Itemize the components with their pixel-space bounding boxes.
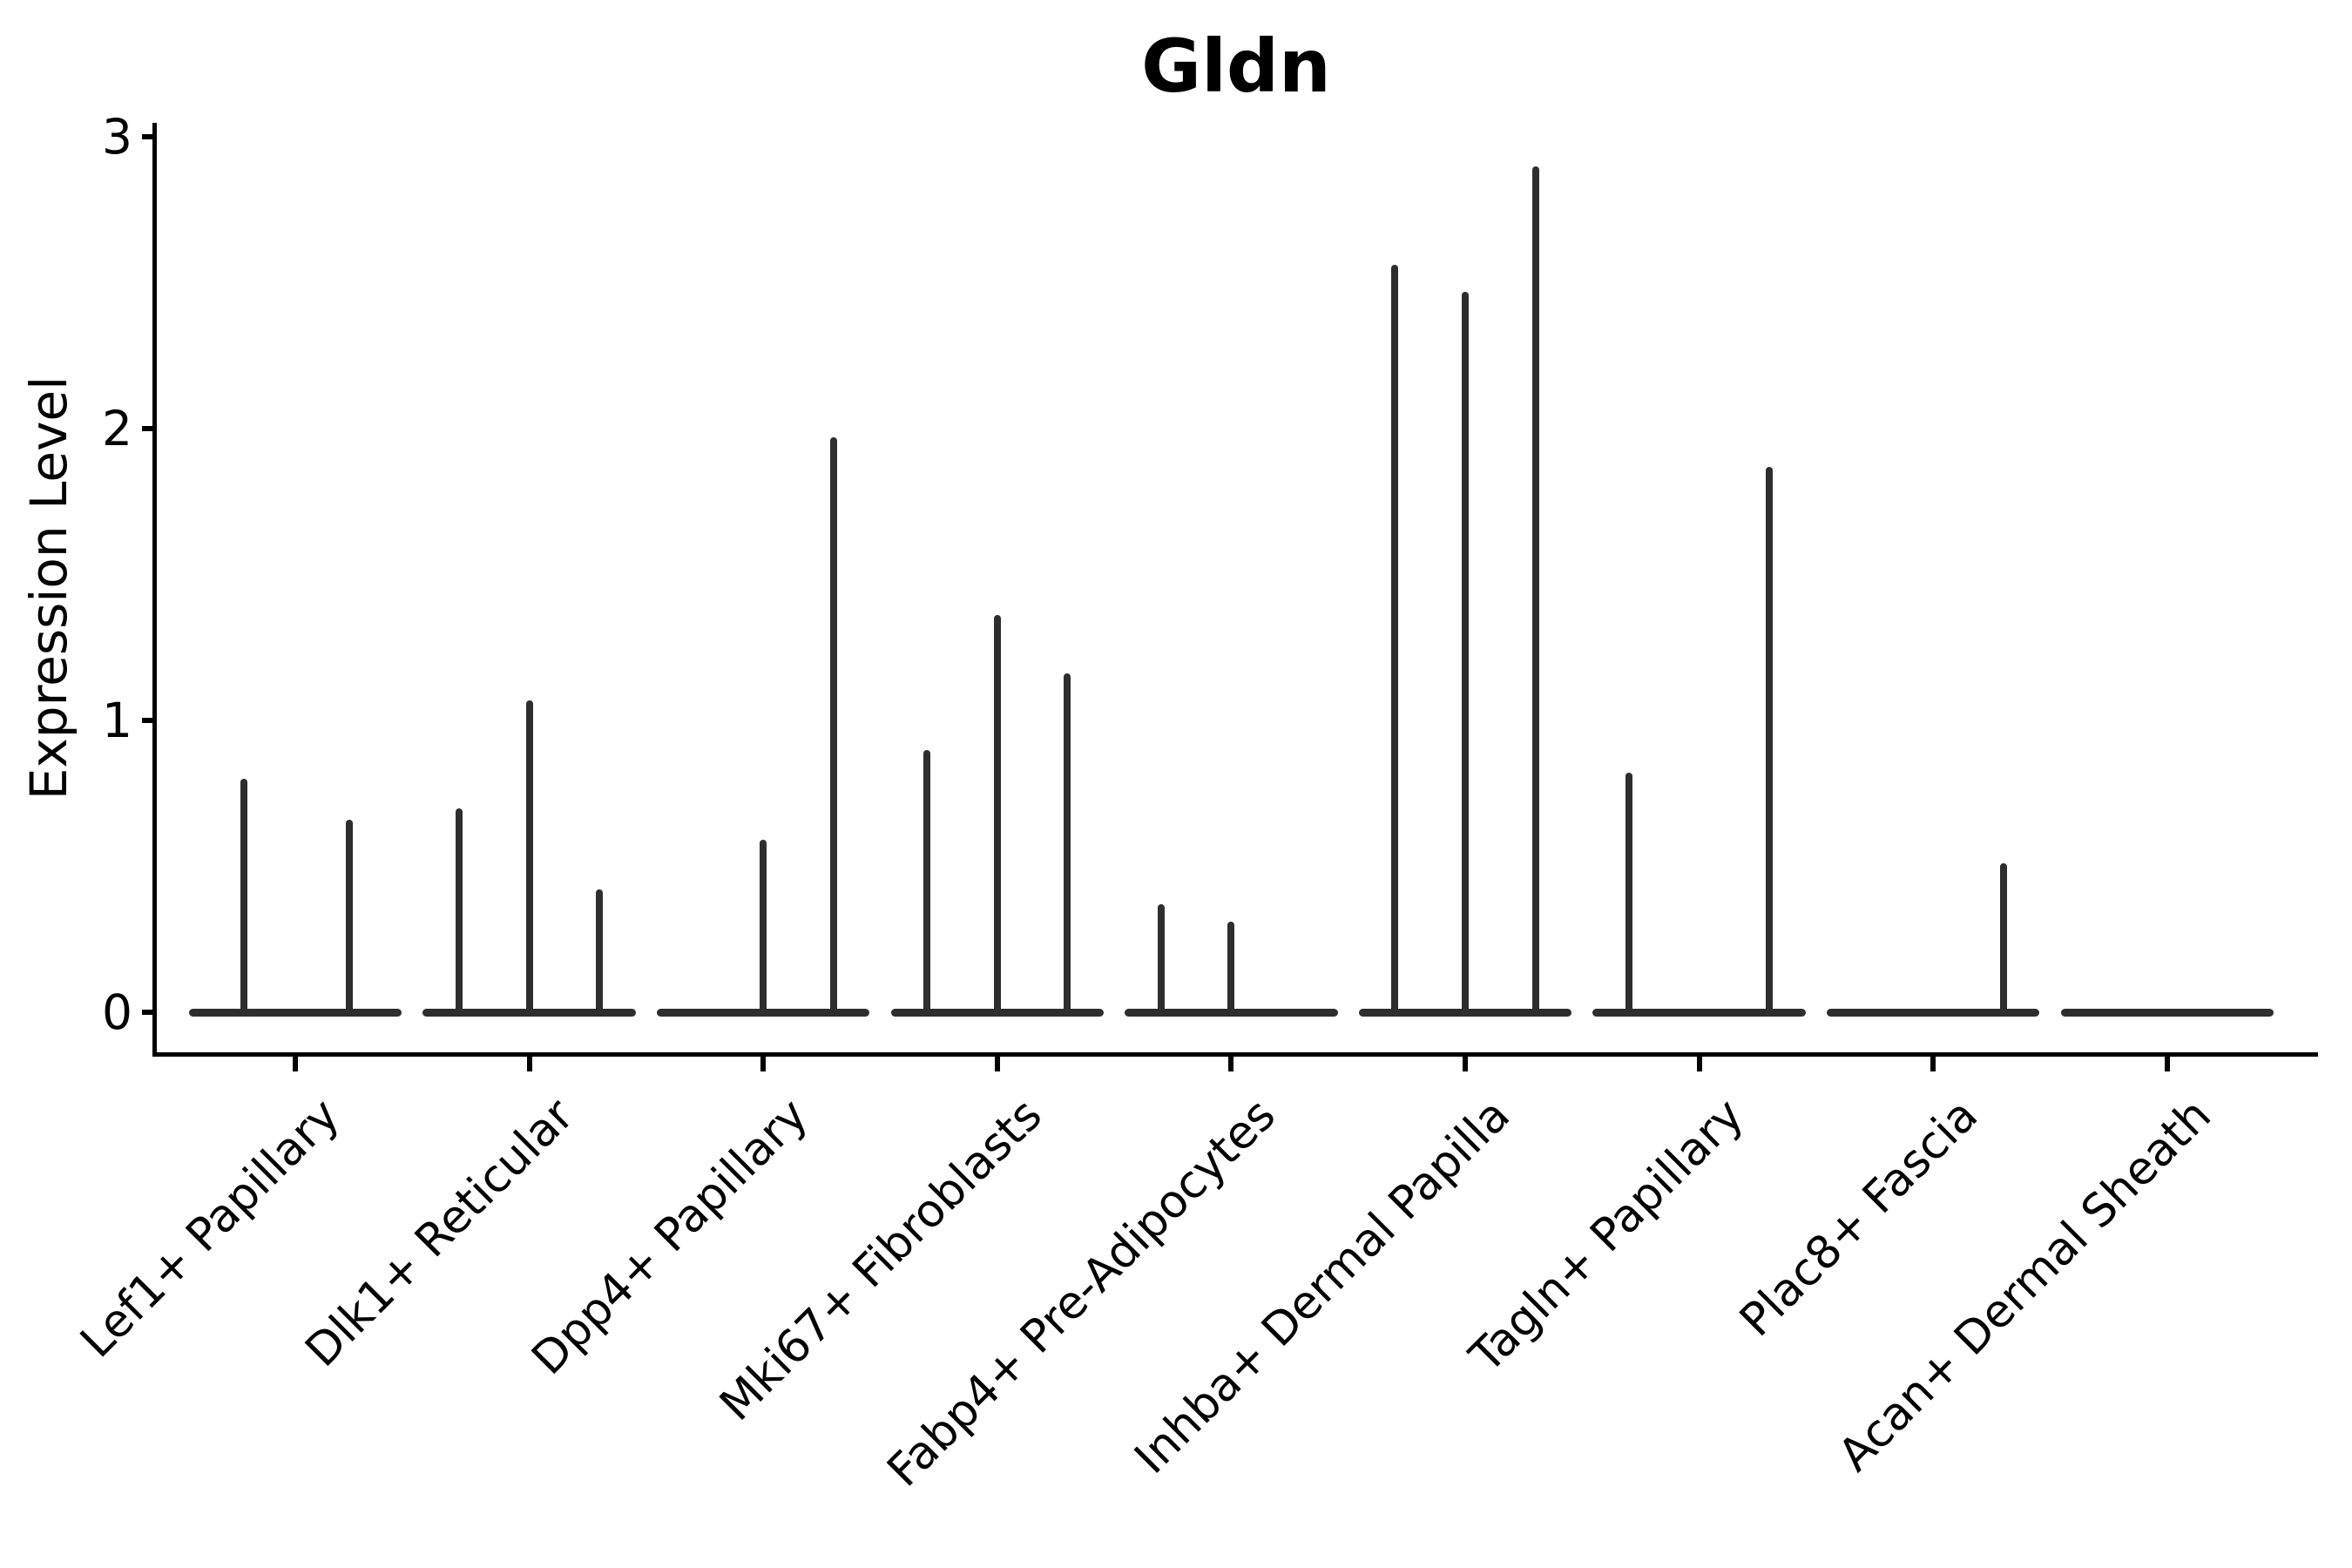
x-axis-tick <box>994 1056 1000 1071</box>
violin-spike <box>923 749 931 1016</box>
violin-spike <box>1625 773 1633 1016</box>
violin-spike <box>1766 466 1774 1016</box>
violin-spike <box>456 808 463 1016</box>
y-axis-line <box>152 123 157 1056</box>
y-axis-label: Expression Level <box>19 375 78 801</box>
x-category-label: Plac8+ Fascia <box>1729 1089 1988 1348</box>
x-category-label: Lef1+ Papillary <box>71 1089 350 1369</box>
violin-baseline <box>1826 1008 2040 1017</box>
x-axis-tick <box>526 1056 532 1071</box>
x-axis-tick <box>293 1056 298 1071</box>
y-axis-tick <box>142 718 155 723</box>
violin-spike <box>993 615 1001 1016</box>
violin-spike <box>596 889 604 1016</box>
y-axis-tick <box>142 1010 155 1015</box>
x-category-label: Inhba+ Dermal Papilla <box>1125 1089 1520 1484</box>
violin-baseline <box>2060 1008 2274 1017</box>
x-axis-line <box>152 1052 2318 1057</box>
violin-spike <box>1462 291 1469 1016</box>
violin-spike <box>345 819 353 1016</box>
x-axis-tick <box>2164 1056 2170 1071</box>
x-category-label: Fabp4+ Pre-Adipocytes <box>877 1089 1287 1497</box>
violin-spike <box>760 840 767 1016</box>
x-axis-tick <box>1696 1056 1702 1071</box>
x-axis-tick <box>1463 1056 1468 1071</box>
violin-spike <box>1157 904 1165 1016</box>
x-axis-tick <box>1930 1056 1936 1071</box>
y-tick-label: 3 <box>102 108 132 165</box>
violin-spike <box>525 700 533 1016</box>
y-axis-tick <box>142 134 155 139</box>
plot-title: Gldn <box>1141 24 1331 109</box>
violin-baseline <box>1592 1008 1806 1017</box>
y-axis-tick <box>142 426 155 431</box>
violin-spike <box>1227 922 1235 1016</box>
violin-spike <box>1999 863 2007 1016</box>
violin-spike <box>829 437 837 1016</box>
violin-spike <box>240 779 247 1016</box>
violin-spike <box>1064 673 1071 1016</box>
violin-baseline <box>188 1008 402 1017</box>
y-tick-label: 1 <box>102 692 132 748</box>
violin-spike <box>1391 265 1399 1016</box>
x-axis-tick <box>760 1056 767 1071</box>
y-tick-label: 2 <box>102 400 132 456</box>
violin-spike <box>1531 166 1539 1016</box>
y-tick-label: 0 <box>102 983 132 1040</box>
x-axis-tick <box>1228 1056 1234 1071</box>
